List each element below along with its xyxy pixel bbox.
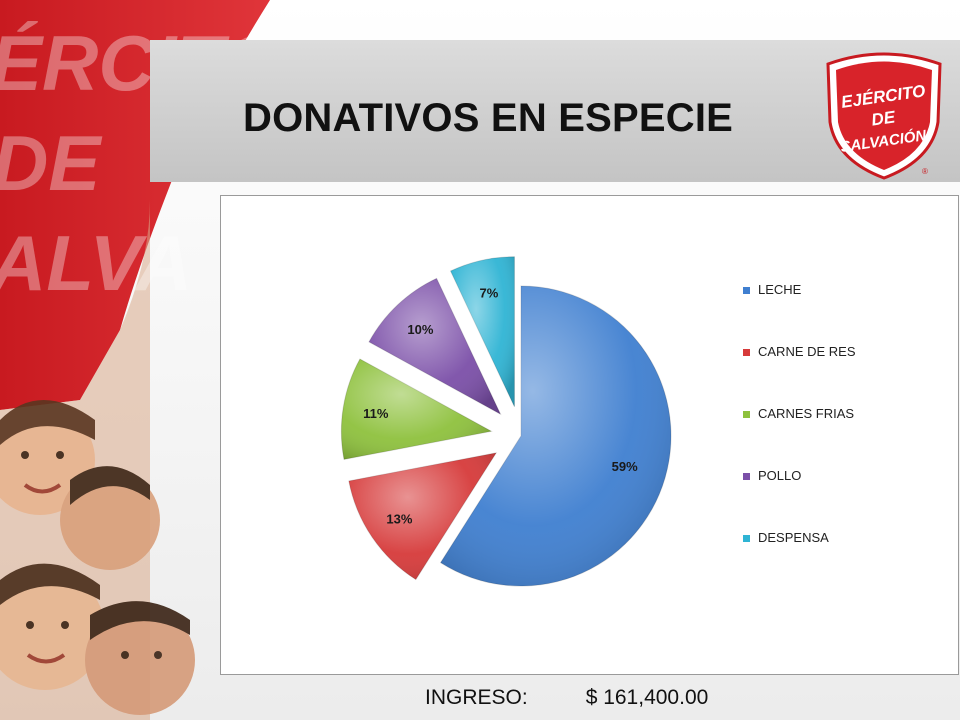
- data-label-leche: 59%: [612, 459, 638, 474]
- legend-swatch-pollo: [743, 473, 750, 480]
- registered-mark: ®: [922, 167, 928, 176]
- footer-income: INGRESO: $ 161,400.00: [425, 686, 708, 710]
- logo-text-2: DE: [870, 107, 897, 129]
- pie-chart: 59% 13% 11% 10% 7% LECHE CARNE DE RES CARNES F…: [340, 256, 856, 587]
- data-label-pollo: 10%: [407, 322, 433, 337]
- chart-frame: 59% 13% 11% 10% 7% LECHE CARNE DE RES CARNES F…: [220, 195, 959, 675]
- legend-swatch-despensa: [743, 535, 750, 542]
- legend-label-carnes-frias: CARNES FRIAS: [758, 406, 854, 421]
- legend-swatch-carnes-frias: [743, 411, 750, 418]
- legend-label-leche: LECHE: [758, 282, 802, 297]
- banner-text-line-2: DE: [0, 119, 102, 207]
- pie-slice-shading-leche: [440, 286, 671, 586]
- slide-title: DONATIVOS EN ESPECIE: [243, 96, 734, 140]
- legend-label-despensa: DESPENSA: [758, 530, 829, 545]
- pie-slice-shading-despensa: [450, 256, 515, 407]
- children-photo: [0, 400, 195, 715]
- data-label-carne-de-res: 13%: [386, 512, 412, 527]
- banner-text-line-3: ALVA: [0, 219, 192, 307]
- legend-swatch-carne-de-res: [743, 349, 750, 356]
- data-label-despensa: 7%: [480, 286, 499, 301]
- title-band: [150, 40, 960, 182]
- shield-icon: EJÉRCITO DE SALVACIÓN ®: [826, 52, 942, 180]
- pie-slice-shading-pollo: [369, 278, 501, 415]
- pie-slice-shading-carnes-frias: [341, 359, 492, 460]
- income-value: $ 161,400.00: [585, 686, 709, 709]
- data-label-carnes-frias: 11%: [363, 406, 389, 421]
- salvation-army-logo: EJÉRCITO DE SALVACIÓN ®: [818, 42, 950, 182]
- legend-label-pollo: POLLO: [758, 468, 801, 483]
- income-label: INGRESO:: [425, 686, 528, 709]
- pie-slice-shading-carne-de-res: [348, 452, 497, 580]
- legend-label-carne-de-res: CARNE DE RES: [758, 344, 856, 359]
- legend-swatch-leche: [743, 287, 750, 294]
